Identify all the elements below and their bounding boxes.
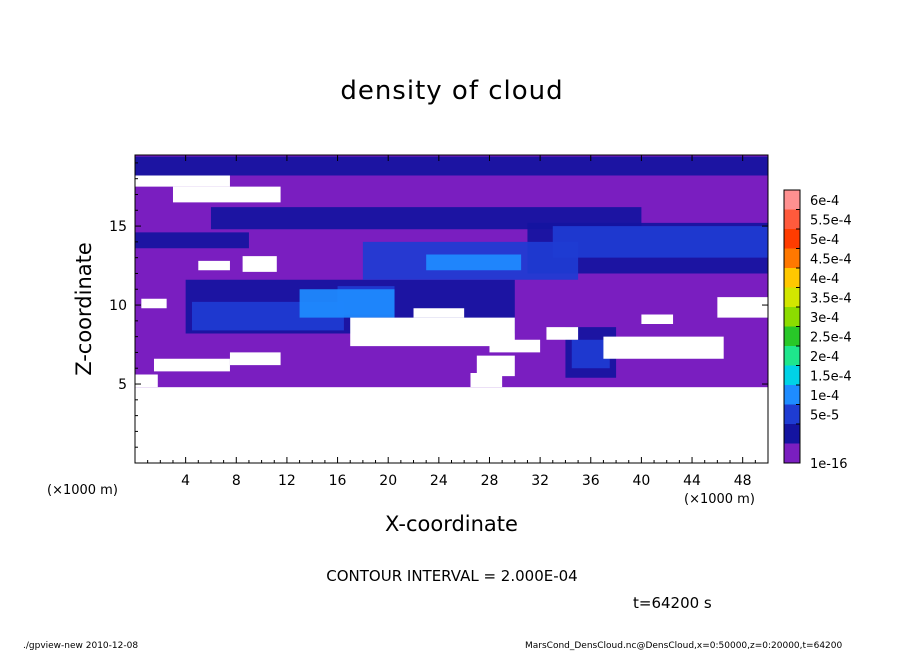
colorbar-swatch [784,424,800,444]
x-unit-label-left: (×1000 m) [47,483,118,498]
y-axis-label: Z-coordinate [72,242,96,376]
colorbar-swatch [784,326,800,347]
y-tick-label: 5 [118,377,127,393]
x-tick-label: 36 [582,473,600,489]
footer-source-label: MarsCond_DensCloud.nc@DensCloud,x=0:5000… [525,641,843,651]
colorbar-swatch [784,307,800,327]
y-tick-label: 10 [109,298,127,314]
density-band-10 [571,339,610,369]
colorbar-label: 6e-4 [810,194,839,209]
x-tick-label: 20 [379,473,397,489]
time-label: t=64200 s [633,594,712,612]
x-tick-label: 16 [329,473,347,489]
clear-region-10 [717,297,768,318]
colorbar-swatch [784,287,800,308]
colorbar-label: 3e-4 [810,311,839,326]
x-axis: 4 8 12 16 20 24 28 32 36 40 44 48 [147,155,756,489]
x-unit-label-right: (×1000 m) [684,492,755,507]
colorbar-label: 3.5e-4 [810,291,852,306]
colorbar-swatch [784,404,800,425]
clear-region-0 [135,175,230,187]
colorbar-swatch [784,346,800,366]
colorbar-label: 1e-16 [810,457,848,472]
x-axis-label: X-coordinate [385,512,518,536]
colorbar-label: 1.5e-4 [810,369,852,384]
clear-region-16 [470,372,503,388]
y-axis: 5 10 15 [109,162,768,448]
density-band-12 [426,254,522,271]
chart-title: density of cloud [340,76,564,106]
colorbar-swatch [784,385,800,405]
contour-interval-text: CONTOUR INTERVAL = 2.000E-04 [326,567,578,585]
clear-region-7 [546,327,579,340]
colorbar-label: 2.5e-4 [810,330,852,345]
clear-region-3 [198,260,230,271]
colorbar: 6e-4 5.5e-4 5e-4 4.5e-4 4e-4 3.5e-4 3e-4 2.5e-4… [783,189,852,472]
density-band-9 [552,226,768,258]
colorbar-label: 5.5e-4 [810,213,852,228]
clear-region-9 [641,314,674,325]
density-band-0 [135,156,768,176]
colorbar-swatch [784,229,800,249]
colorbar-label: 4.5e-4 [810,252,852,267]
colorbar-swatch [784,365,800,386]
clear-region-15 [135,374,158,388]
colorbar-swatch [784,209,800,230]
colorbar-label: 2e-4 [810,350,839,365]
clear-region-12 [153,358,230,372]
footer-program-label: ./gpview-new 2010-12-08 [23,641,139,651]
clear-region-14 [476,355,515,377]
colorbar-label: 1e-4 [810,389,839,404]
colorbar-swatch [784,248,800,269]
colorbar-label: 5e-5 [810,408,839,423]
clear-region-1 [172,186,281,203]
x-tick-label: 8 [232,473,241,489]
x-tick-label: 44 [683,473,701,489]
x-tick-label: 12 [278,473,296,489]
density-band-2 [135,232,249,249]
y-tick-label: 15 [109,219,127,235]
colorbar-label: 4e-4 [810,272,839,287]
x-tick-label: 48 [734,473,752,489]
x-tick-label: 40 [632,473,650,489]
colorbar-swatch [784,443,800,464]
x-tick-label: 32 [531,473,549,489]
x-tick-label: 24 [430,473,448,489]
colorbar-swatch [784,268,800,288]
clear-region-2 [242,256,277,272]
clear-region-5 [350,317,515,347]
colorbar-label: 5e-4 [810,233,839,248]
clear-region-8 [603,336,724,359]
density-band-11 [299,289,395,318]
x-tick-label: 28 [481,473,499,489]
colorbar-swatch [784,190,800,210]
clear-region-4 [413,308,465,318]
clear-region-6 [489,339,541,353]
clear-region-11 [141,298,167,309]
x-tick-label: 4 [181,473,190,489]
contour-field [135,155,768,388]
clear-region-13 [229,352,281,366]
